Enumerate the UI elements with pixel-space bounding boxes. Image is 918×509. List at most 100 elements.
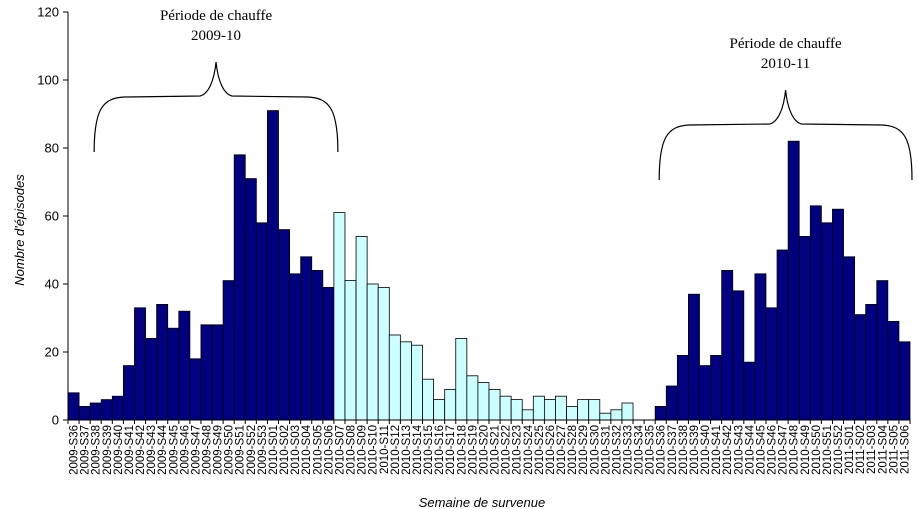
x-tick-label: 2010-S03 [290,425,302,475]
x-tick-label: 2010-S23 [512,425,524,475]
x-axis: 2009-S36 2009-S37 2009-S38 2009-S39 2009-S40… [67,419,911,475]
x-tick-label: 2010-S18 [456,425,468,475]
bar-2010-S10 [366,283,379,421]
x-tick-label: 2009-S37 [80,425,92,475]
bar-2010-S38 [676,354,689,421]
bar-2009-S38 [89,402,102,421]
bar-2010-S32 [610,409,623,421]
bars-group [67,110,911,421]
bar-2009-S48 [200,324,213,421]
x-tick-label: 2009-S41 [124,425,136,475]
x-tick-label: 2011-S06 [899,425,911,474]
heating-period-annotations: Période de chauffe 2009-10 Période de chau… [93,8,913,181]
y-tick-label: 100 [37,73,59,88]
x-tick-label: 2010-S28 [567,425,579,475]
x-tick-label: 2010-S35 [645,425,657,475]
bar-2010-S20 [477,382,490,421]
x-axis-label: Semaine de survenue [419,495,545,509]
bar-2010-S19 [466,375,479,421]
x-tick-label: 2010-S13 [401,425,413,475]
x-tick-label: 2010-S02 [279,425,291,475]
x-tick-label: 2010-S07 [334,425,346,475]
bar-2010-S24 [521,409,534,421]
bar-2010-S26 [543,399,556,421]
x-tick-label: 2010-S51 [822,425,834,475]
x-tick-label: 2009-S38 [91,425,103,475]
bar-2010-S07 [333,212,346,421]
x-tick-label: 2009-S46 [179,425,191,475]
x-tick-label: 2010-S16 [434,425,446,475]
bar-2010-S22 [499,395,512,421]
bar-2009-S50 [222,280,235,421]
bar-2010-S05 [311,269,324,421]
bar-2009-S46 [178,310,191,421]
x-tick-label: 2010-S12 [390,425,402,475]
bar-2010-S30 [588,399,601,421]
bar-2010-S51 [820,222,833,421]
bar-2010-S49 [798,235,811,421]
x-tick-label: 2010-S09 [357,425,369,475]
x-tick-label: 2010-S36 [656,425,668,475]
bar-2009-S42 [134,307,146,421]
bar-2010-S45 [754,273,767,421]
bar-2009-S43 [145,337,158,421]
bar-2009-S41 [122,365,135,421]
x-tick-label: 2009-S49 [213,425,225,475]
bar-2010-S21 [488,388,501,421]
x-tick-label: 2009-S42 [135,425,147,475]
y-tick-label: 20 [45,345,59,360]
bar-2010-S02 [278,229,290,421]
bar-2011-S04 [876,280,889,421]
annotation-line2: 2009-10 [191,28,241,44]
bar-2010-S11 [377,286,390,421]
x-tick-label: 2009-S40 [113,425,125,475]
x-tick-label: 2010-S32 [611,425,623,475]
bar-2010-S44 [743,361,756,421]
bar-2009-S40 [111,395,124,421]
y-axis-label: Nombre d'épisodes [12,174,27,286]
bar-2010-S09 [355,235,368,421]
x-tick-label: 2010-S20 [478,425,490,475]
bar-2010-S40 [699,365,711,421]
bar-2010-S43 [732,290,745,421]
x-tick-label: 2010-S10 [368,425,380,475]
bar-2009-S44 [156,303,169,421]
x-tick-label: 2010-S17 [445,425,457,475]
x-tick-label: 2010-S01 [268,425,280,475]
bar-2010-S08 [344,280,357,421]
x-tick-label: 2010-S25 [534,425,546,475]
bar-2010-S18 [455,337,468,421]
bar-2010-S52 [832,208,844,421]
x-tick-label: 2009-S51 [235,425,247,475]
bar-2009-S36 [67,392,80,421]
annotation-line1: Période de chauffe [160,8,273,24]
x-tick-label: 2010-S37 [667,425,679,475]
bar-2010-S25 [532,395,545,421]
x-tick-label: 2010-S44 [744,424,756,474]
bar-2009-S53 [255,222,268,421]
x-tick-label: 2010-S05 [312,425,324,475]
bar-2010-S42 [721,269,734,421]
x-tick-label: 2010-S04 [301,424,313,474]
bar-2010-S16 [433,399,446,421]
bar-2011-S06 [898,341,911,421]
bar-2010-S14 [411,344,423,421]
bar-2011-S01 [843,256,856,421]
y-axis: 0 20 40 60 80 100 120 [37,5,69,428]
x-tick-label: 2009-S50 [224,425,236,475]
bar-2010-S46 [765,307,778,421]
x-tick-label: 2010-S19 [467,425,479,475]
x-tick-label: 2010-S27 [556,425,568,475]
bar-2010-S12 [388,334,401,421]
bar-2011-S03 [865,303,878,421]
bar-2009-S37 [78,405,91,421]
y-tick-label: 40 [45,277,59,292]
bar-2010-S23 [510,399,523,421]
x-tick-label: 2009-S36 [69,425,81,475]
x-tick-label: 2009-S43 [146,425,158,475]
x-tick-label: 2010-S26 [545,425,557,475]
bar-2010-S39 [688,293,700,421]
x-tick-label: 2010-S08 [346,425,358,475]
bar-2010-S01 [267,110,279,421]
bar-2010-S27 [555,395,567,421]
